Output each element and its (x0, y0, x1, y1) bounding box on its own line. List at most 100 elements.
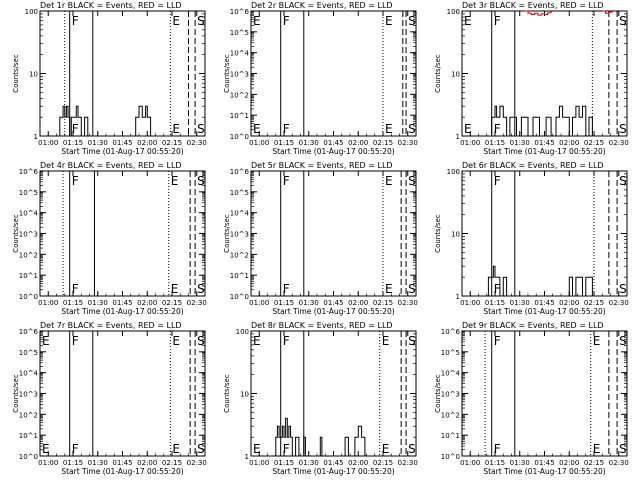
y-tick-label: 10^4 (19, 370, 39, 378)
x-tick-label: 01:15 (485, 459, 505, 467)
x-axis-label: Start Time (01-Aug-17 00:55:20) (61, 307, 183, 316)
y-axis-label: Counts/sec (223, 214, 231, 253)
y-tick-label: 10^5 (230, 189, 249, 197)
y-tick-label: 1 (245, 453, 249, 461)
panel-title: Det 4r BLACK = Events, RED = LLD (40, 161, 182, 170)
marker-label: E (172, 14, 180, 28)
x-tick-label: 01:00 (38, 299, 58, 307)
y-axis-label: Counts/sec (12, 214, 20, 253)
y-tick-label: 1 (456, 293, 460, 301)
y-tick-label: 10^2 (230, 251, 249, 259)
y-tick-label: 10^3 (230, 71, 249, 79)
y-tick-label: 10^4 (230, 50, 250, 58)
y-tick-label: 10 (240, 391, 249, 399)
marker-label: F (72, 442, 79, 456)
x-axis-label: Start Time (01-Aug-17 00:55:20) (483, 307, 605, 316)
x-tick-label: 01:15 (274, 139, 294, 147)
x-tick-label: 02:15 (162, 139, 182, 147)
y-tick-label: 1 (34, 133, 38, 141)
x-tick-label: 01:00 (249, 139, 269, 147)
marker-label: S (408, 174, 416, 188)
x-tick-label: 02:30 (187, 299, 207, 307)
marker-label: S (619, 282, 627, 296)
panel-det-7: Det 7r BLACK = Events, RED = LLD 10^0 10^1… (12, 321, 207, 476)
marker-label: F (72, 282, 79, 296)
y-tick-label: 10 (451, 231, 460, 239)
x-axis-label: Start Time (01-Aug-17 00:55:20) (483, 467, 605, 476)
x-tick-label: 01:00 (460, 299, 480, 307)
y-tick-label: 10^5 (19, 349, 38, 357)
x-tick-label: 01:45 (534, 139, 554, 147)
x-axis-label: Start Time (01-Aug-17 00:55:20) (272, 307, 394, 316)
marker-label: S (619, 174, 627, 188)
x-tick-label: 01:45 (323, 299, 343, 307)
y-tick-label: 10^3 (441, 391, 460, 399)
x-tick-label: 02:30 (187, 459, 207, 467)
panel-det-9: Det 9r BLACK = Events, RED = LLD 10^0 10^1… (434, 321, 629, 476)
x-tick-label: 01:45 (112, 459, 132, 467)
x-tick-label: 01:45 (323, 139, 343, 147)
y-tick-label: 10^3 (230, 231, 249, 239)
x-tick-label: 01:30 (299, 139, 319, 147)
plot-frame (250, 10, 417, 137)
y-axis-label: Counts/sec (223, 54, 231, 93)
y-tick-label: 10^6 (19, 328, 39, 336)
marker-label: F (283, 122, 290, 136)
y-tick-label: 10^4 (19, 210, 39, 218)
x-tick-label: 02:30 (609, 459, 629, 467)
y-tick-label: 10^4 (230, 210, 250, 218)
marker-label: S (408, 334, 416, 348)
marker-label: S (619, 14, 627, 28)
x-tick-label: 02:00 (348, 299, 368, 307)
data-series (602, 10, 613, 14)
plot-frame (461, 10, 628, 137)
x-tick-label: 01:45 (323, 459, 343, 467)
x-tick-label: 02:30 (609, 299, 629, 307)
marker-label: S (619, 442, 627, 456)
marker-label: E (385, 282, 393, 296)
x-axis-label: Start Time (01-Aug-17 00:55:20) (272, 467, 394, 476)
y-tick-label: 10^0 (230, 133, 249, 141)
x-tick-label: 01:45 (112, 299, 132, 307)
marker-label: F (283, 334, 290, 348)
x-tick-label: 02:15 (162, 459, 182, 467)
x-tick-label: 02:30 (398, 139, 418, 147)
panel-det-4: Det 4r BLACK = Events, RED = LLD 10^0 10^1… (12, 161, 207, 316)
y-tick-label: 10^6 (230, 168, 250, 176)
data-series (272, 417, 366, 457)
y-tick-label: 10^0 (441, 453, 460, 461)
marker-label: E (385, 14, 393, 28)
marker-label: S (619, 122, 627, 136)
x-tick-label: 01:30 (88, 459, 108, 467)
marker-label: E (172, 334, 180, 348)
y-tick-label: 100 (447, 8, 460, 16)
x-tick-label: 02:00 (137, 139, 157, 147)
y-tick-label: 100 (447, 168, 460, 176)
data-series (490, 105, 593, 137)
x-tick-label: 01:00 (38, 459, 58, 467)
x-tick-label: 01:15 (274, 299, 294, 307)
marker-label: F (72, 334, 79, 348)
panel-det-3: Det 3r BLACK = Events, RED = LLD 1 10 100 01… (434, 1, 629, 156)
marker-label: E (593, 334, 601, 348)
x-tick-label: 02:00 (348, 139, 368, 147)
y-tick-label: 10 (29, 71, 38, 79)
x-tick-label: 02:15 (584, 459, 604, 467)
marker-label: E (42, 442, 50, 456)
marker-label: S (197, 442, 205, 456)
marker-label: E (385, 122, 393, 136)
y-axis-label: Counts/sec (12, 374, 20, 413)
panel-title: Det 3r BLACK = Events, RED = LLD (462, 1, 604, 10)
y-tick-label: 10^1 (441, 432, 460, 440)
y-tick-label: 10^2 (19, 411, 38, 419)
panel-title: Det 2r BLACK = Events, RED = LLD (251, 1, 393, 10)
x-tick-label: 01:30 (88, 299, 108, 307)
x-tick-label: 01:45 (112, 139, 132, 147)
marker-label: E (464, 122, 472, 136)
y-tick-label: 10^6 (441, 328, 461, 336)
x-tick-label: 02:15 (373, 139, 393, 147)
plot-frame (250, 170, 417, 297)
y-tick-label: 10^5 (230, 29, 249, 37)
marker-label: E (382, 442, 390, 456)
y-tick-label: 10^1 (230, 272, 249, 280)
